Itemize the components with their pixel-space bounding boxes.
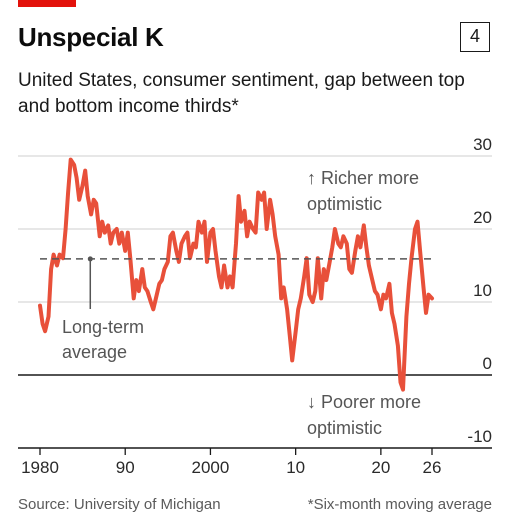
source-note: Source: University of Michigan [18,496,221,513]
x-tick-label-1980: 1980 [21,458,59,477]
x-tick-label-10: 10 [286,458,305,477]
annotation-poorer-1: ↓ Poorer more [307,392,421,412]
chart-number-badge: 4 [460,22,490,52]
footnote: *Six-month moving average [307,496,492,513]
y-tick-label-20: 20 [473,208,492,227]
average-pointer-dot [87,256,93,262]
annotation-average-label-1: Long-term [62,317,144,337]
chart-subtitle: United States, consumer sentiment, gap b… [18,70,465,117]
y-tick-label-30: 30 [473,135,492,154]
x-tick-label-2000: 2000 [192,458,230,477]
annotations: Long-term average ↑ Richer more optimistic ↓… [40,168,432,438]
axes: 30 20 10 0 -10 1980 90 2000 10 20 26 [18,135,492,477]
annotation-richer-1: ↑ Richer more [307,168,419,188]
chart-title: Unspecial K [18,22,164,52]
series-line [38,157,434,392]
annotation-richer-2: optimistic [307,194,382,214]
annotation-average-label-2: average [62,342,127,362]
x-tick-label-20: 20 [371,458,390,477]
y-tick-label-10: 10 [473,281,492,300]
series-layer [38,157,434,392]
accent-bar [18,0,76,7]
annotation-poorer-2: optimistic [307,418,382,438]
x-tick-label-26: 26 [423,458,442,477]
y-tick-label--10: -10 [467,427,492,446]
y-tick-label-0: 0 [483,354,492,373]
x-tick-label-90: 90 [116,458,135,477]
